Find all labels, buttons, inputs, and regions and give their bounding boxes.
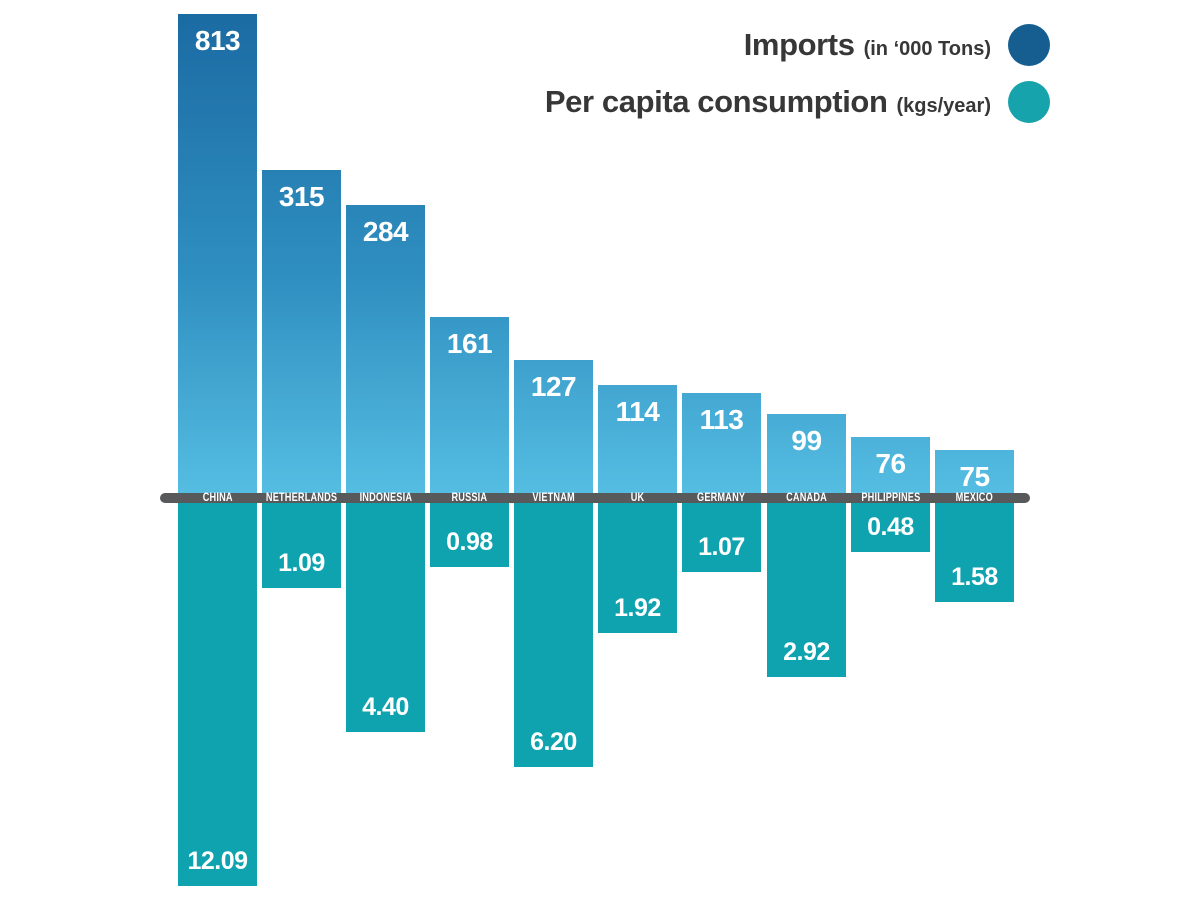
import-bar-philippines: 76 [851,437,930,493]
import-bar-china: 813 [178,14,257,493]
legend-consumption-label: Per capita consumption [544,84,888,119]
consumption-legend-swatch [1008,81,1050,123]
legend-consumption-unit: (kgs/year) [896,95,992,117]
consumption-bar-germany: 1.07 [682,503,761,572]
country-label-russia: RUSSIA [420,489,519,507]
consumption-bar-uk: 1.92 [598,503,677,633]
import-bar-indonesia: 284 [346,205,425,493]
country-label-germany: GERMANY [672,489,771,507]
consumption-value-label: 1.09 [278,549,325,577]
import-bar-uk: 114 [598,385,677,493]
import-value-label: 113 [699,404,744,435]
chart-legend: Imports (in ‘000 Tons) Per capita consum… [545,24,1050,123]
country-label-vietnam: VIETNAM [504,489,603,507]
country-label-text: PHILIPPINES [860,492,921,504]
import-bar-netherlands: 315 [262,170,341,493]
import-bar-vietnam: 127 [514,360,593,493]
country-label-text: VIETNAM [532,492,575,504]
country-label-text: CANADA [786,492,827,504]
import-bar-canada: 99 [767,414,846,493]
legend-item-imports: Imports (in ‘000 Tons) [744,24,1050,66]
country-label-text: INDONESIA [359,492,412,504]
consumption-value-label: 0.98 [446,528,493,556]
legend-imports-text: Imports (in ‘000 Tons) [744,27,991,63]
consumption-bar-mexico: 1.58 [935,503,1014,602]
legend-imports-label: Imports [743,27,855,62]
consumption-value-label: 1.58 [951,563,998,591]
country-label-canada: CANADA [757,489,856,507]
country-label-text: GERMANY [697,492,746,504]
consumption-value-label: 4.40 [362,693,409,721]
import-bar-mexico: 75 [935,450,1014,493]
legend-item-consumption: Per capita consumption (kgs/year) [545,81,1050,123]
country-label-mexico: MEXICO [925,489,1024,507]
imports-legend-swatch [1008,24,1050,66]
import-value-label: 114 [615,396,660,427]
country-label-indonesia: INDONESIA [336,489,435,507]
import-bar-germany: 113 [682,393,761,493]
consumption-value-label: 2.92 [783,638,830,666]
consumption-value-label: 1.92 [614,594,661,622]
consumption-bar-philippines: 0.48 [851,503,930,552]
consumption-value-label: 0.48 [867,513,914,541]
country-label-text: CHINA [202,492,233,504]
x-axis-line [160,493,1030,503]
country-label-text: MEXICO [955,492,994,504]
consumption-bar-netherlands: 1.09 [262,503,341,588]
country-label-china: CHINA [168,489,267,507]
consumption-value-label: 6.20 [530,728,577,756]
consumption-value-label: 1.07 [698,533,745,561]
consumption-bar-china: 12.09 [178,503,257,886]
legend-imports-unit: (in ‘000 Tons) [863,38,991,60]
country-label-uk: UK [588,489,687,507]
country-label-text: UK [630,492,645,504]
import-value-label: 315 [278,181,325,212]
consumption-bar-russia: 0.98 [430,503,509,567]
consumption-bar-vietnam: 6.20 [514,503,593,767]
import-bar-russia: 161 [430,317,509,493]
country-label-philippines: PHILIPPINES [841,489,940,507]
consumption-bar-canada: 2.92 [767,503,846,677]
import-value-label: 813 [194,25,241,56]
import-value-label: 127 [530,371,577,402]
country-label-text: RUSSIA [451,492,488,504]
import-value-label: 76 [875,448,906,479]
consumption-value-label: 12.09 [187,847,248,875]
country-label-text: NETHERLANDS [265,492,338,504]
import-value-label: 75 [959,461,990,492]
legend-consumption-text: Per capita consumption (kgs/year) [545,84,991,120]
import-value-label: 284 [362,216,409,247]
import-value-label: 99 [791,425,822,456]
country-label-netherlands: NETHERLANDS [252,489,351,507]
import-value-label: 161 [446,328,493,359]
consumption-bar-indonesia: 4.40 [346,503,425,732]
